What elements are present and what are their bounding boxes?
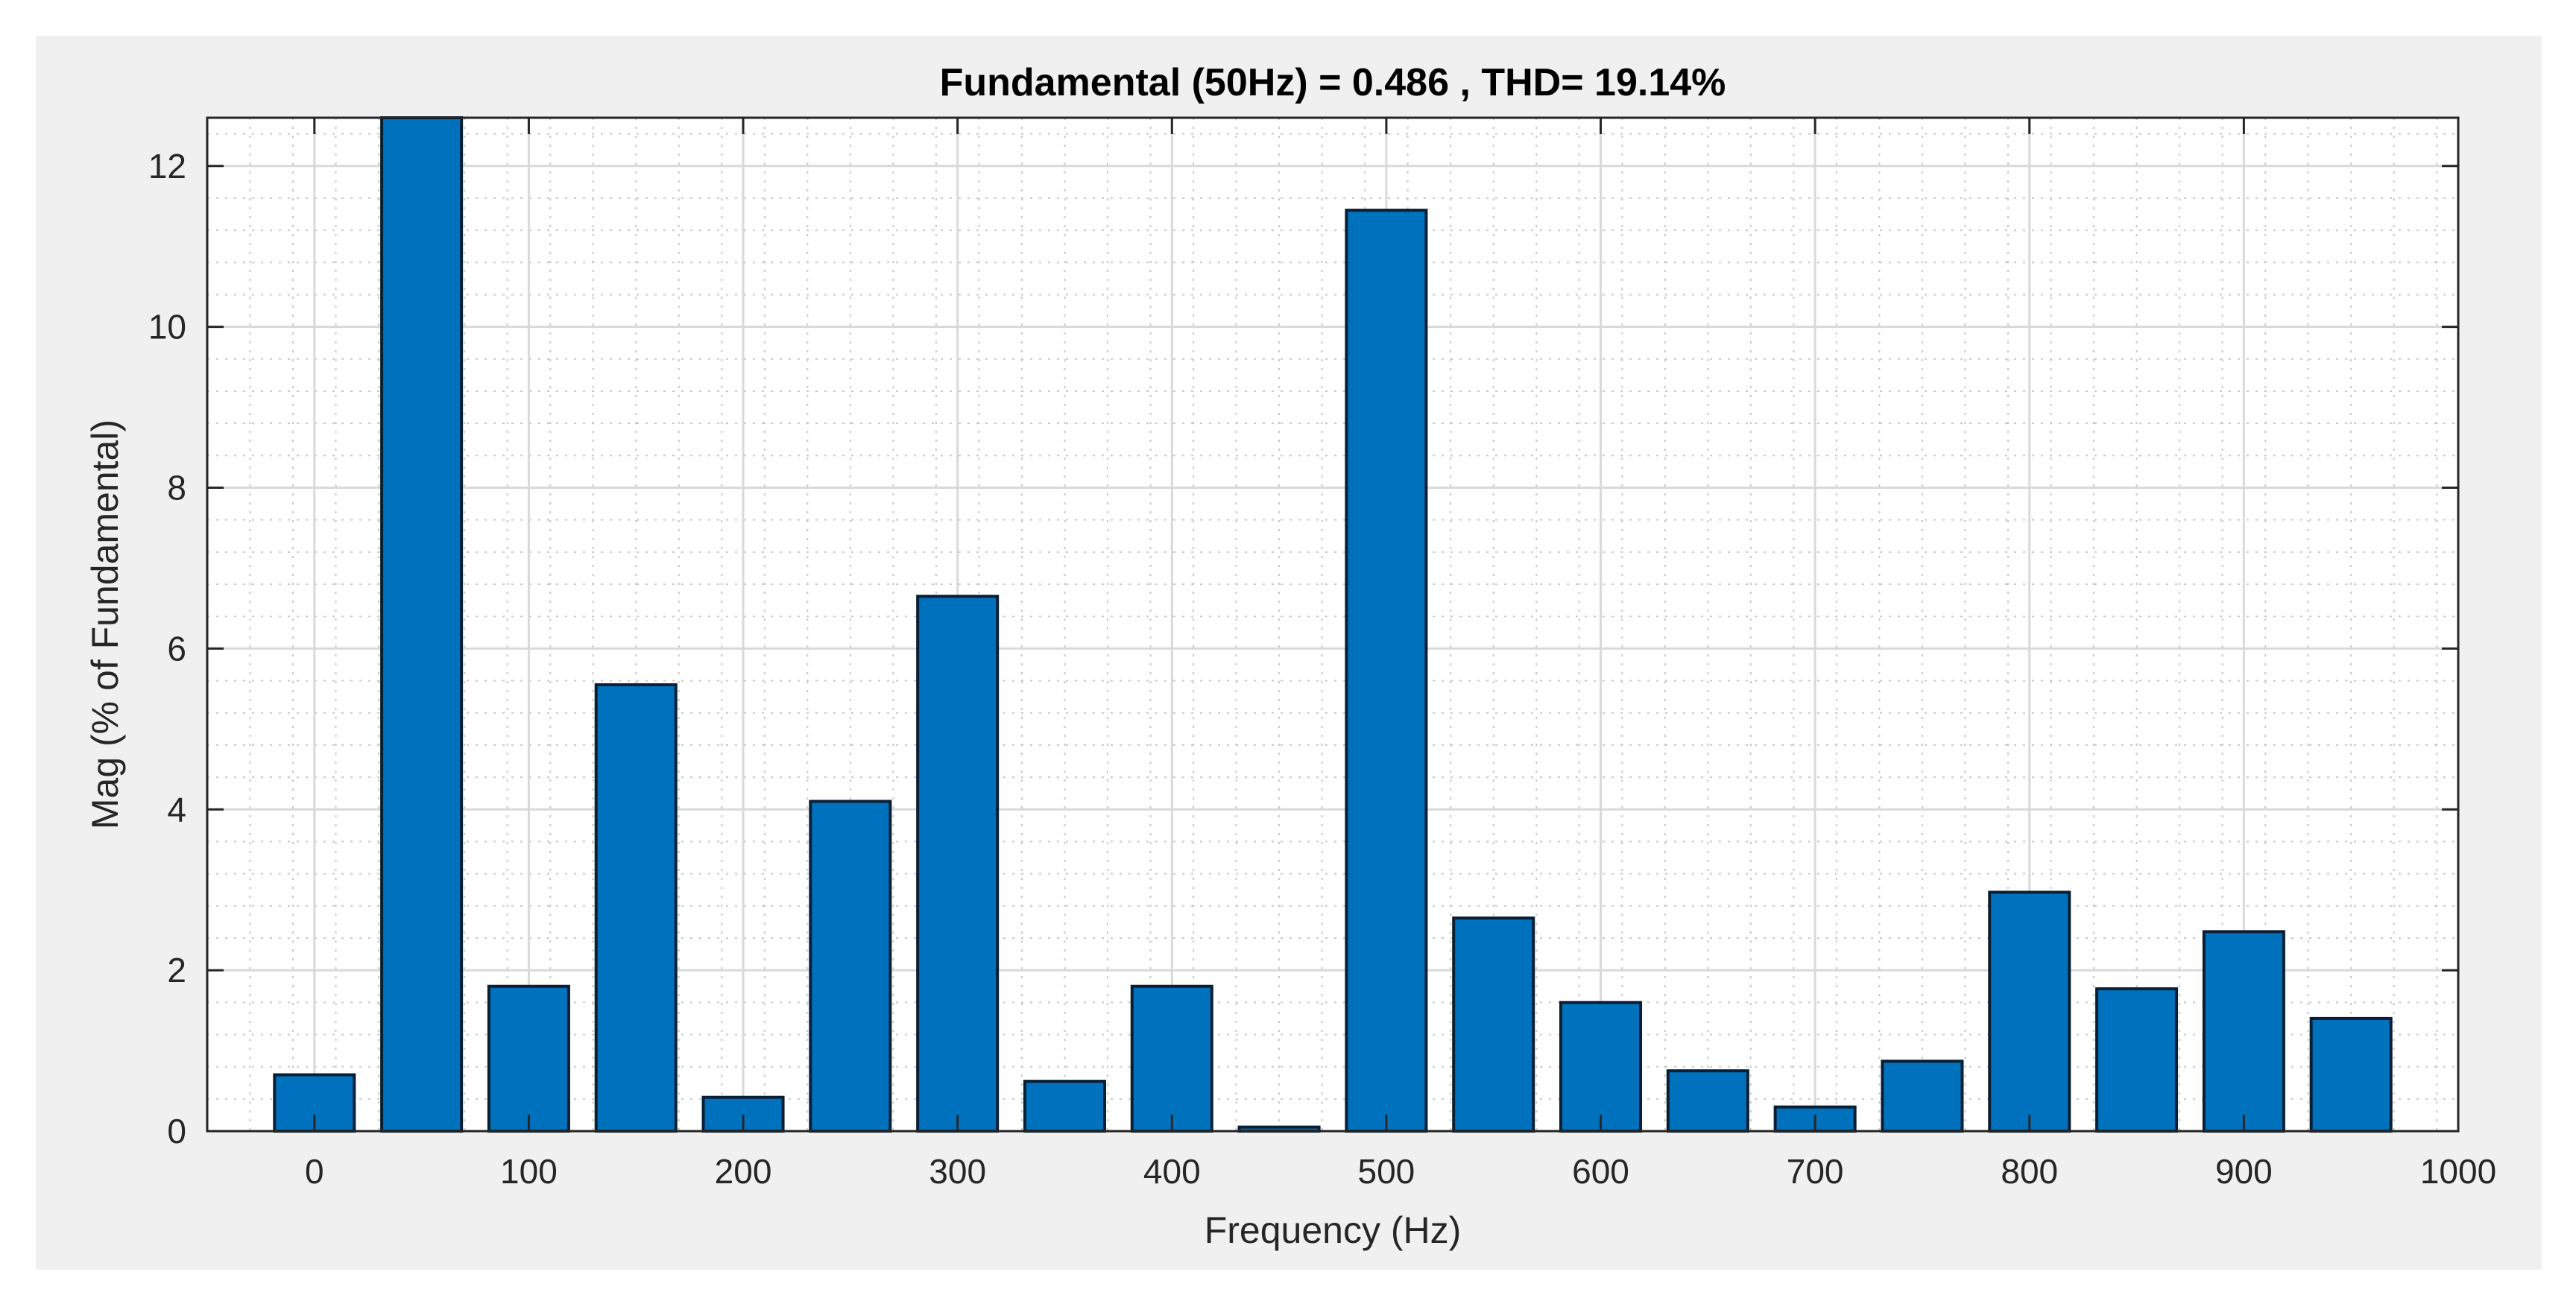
bar-600hz (1559, 1001, 1643, 1133)
x-tick-label: 500 (1358, 1152, 1415, 1191)
y-tick-labels: 0 2 4 6 8 10 12 (148, 147, 186, 1151)
bar-150hz (594, 683, 678, 1133)
figure-window: 0 100 200 300 400 500 600 700 800 900 1000 0 2 4 6 8 10… (36, 36, 2542, 1270)
y-tick-label: 12 (148, 147, 186, 186)
x-tick-label: 1000 (2420, 1152, 2496, 1191)
x-tick-label: 600 (1572, 1152, 1629, 1191)
y-tick-label: 6 (167, 629, 186, 668)
bar-series (273, 116, 2393, 1133)
axes-background (207, 118, 2458, 1131)
bar-500hz (1345, 209, 1428, 1133)
x-tick-label: 400 (1143, 1152, 1201, 1191)
bar-300hz (916, 595, 1000, 1133)
bar-800hz (1988, 890, 2071, 1133)
axes-box (206, 116, 2460, 1133)
y-axis-label: Mag (% of Fundamental) (84, 420, 126, 829)
x-tick-label: 0 (305, 1152, 324, 1191)
bar-650hz (1666, 1069, 1749, 1133)
bar-50hz (380, 116, 464, 1133)
bar-750hz (1881, 1060, 1964, 1133)
x-tick-label: 200 (715, 1152, 772, 1191)
x-tick-labels: 0 100 200 300 400 500 600 700 800 900 1000 (305, 1152, 2496, 1191)
y-tick-label: 2 (167, 951, 186, 990)
bar-350hz (1023, 1080, 1107, 1133)
bar-950hz (2309, 1016, 2393, 1133)
chart-title: Fundamental (50Hz) = 0.486 , THD= 19.14% (940, 61, 1726, 104)
x-tick-label: 800 (2001, 1152, 2058, 1191)
bar-100hz (487, 984, 570, 1133)
y-tick-label: 10 (148, 308, 186, 346)
x-tick-label: 300 (929, 1152, 986, 1191)
y-tick-label: 8 (167, 469, 186, 507)
x-tick-label: 700 (1787, 1152, 1844, 1191)
x-axis-label: Frequency (Hz) (1205, 1209, 1462, 1251)
bar-550hz (1452, 916, 1535, 1133)
x-tick-label: 900 (2215, 1152, 2273, 1191)
x-tick-label: 100 (500, 1152, 558, 1191)
bar-400hz (1130, 984, 1213, 1133)
bar-850hz (2095, 987, 2179, 1133)
bar-900hz (2202, 930, 2285, 1133)
bar-chart: 0 100 200 300 400 500 600 700 800 900 1000 0 2 4 6 8 10… (84, 61, 2496, 1251)
y-tick-label: 4 (167, 790, 186, 829)
bar-250hz (809, 800, 892, 1133)
y-tick-label: 0 (167, 1112, 186, 1151)
tick-marks (207, 118, 2460, 1133)
